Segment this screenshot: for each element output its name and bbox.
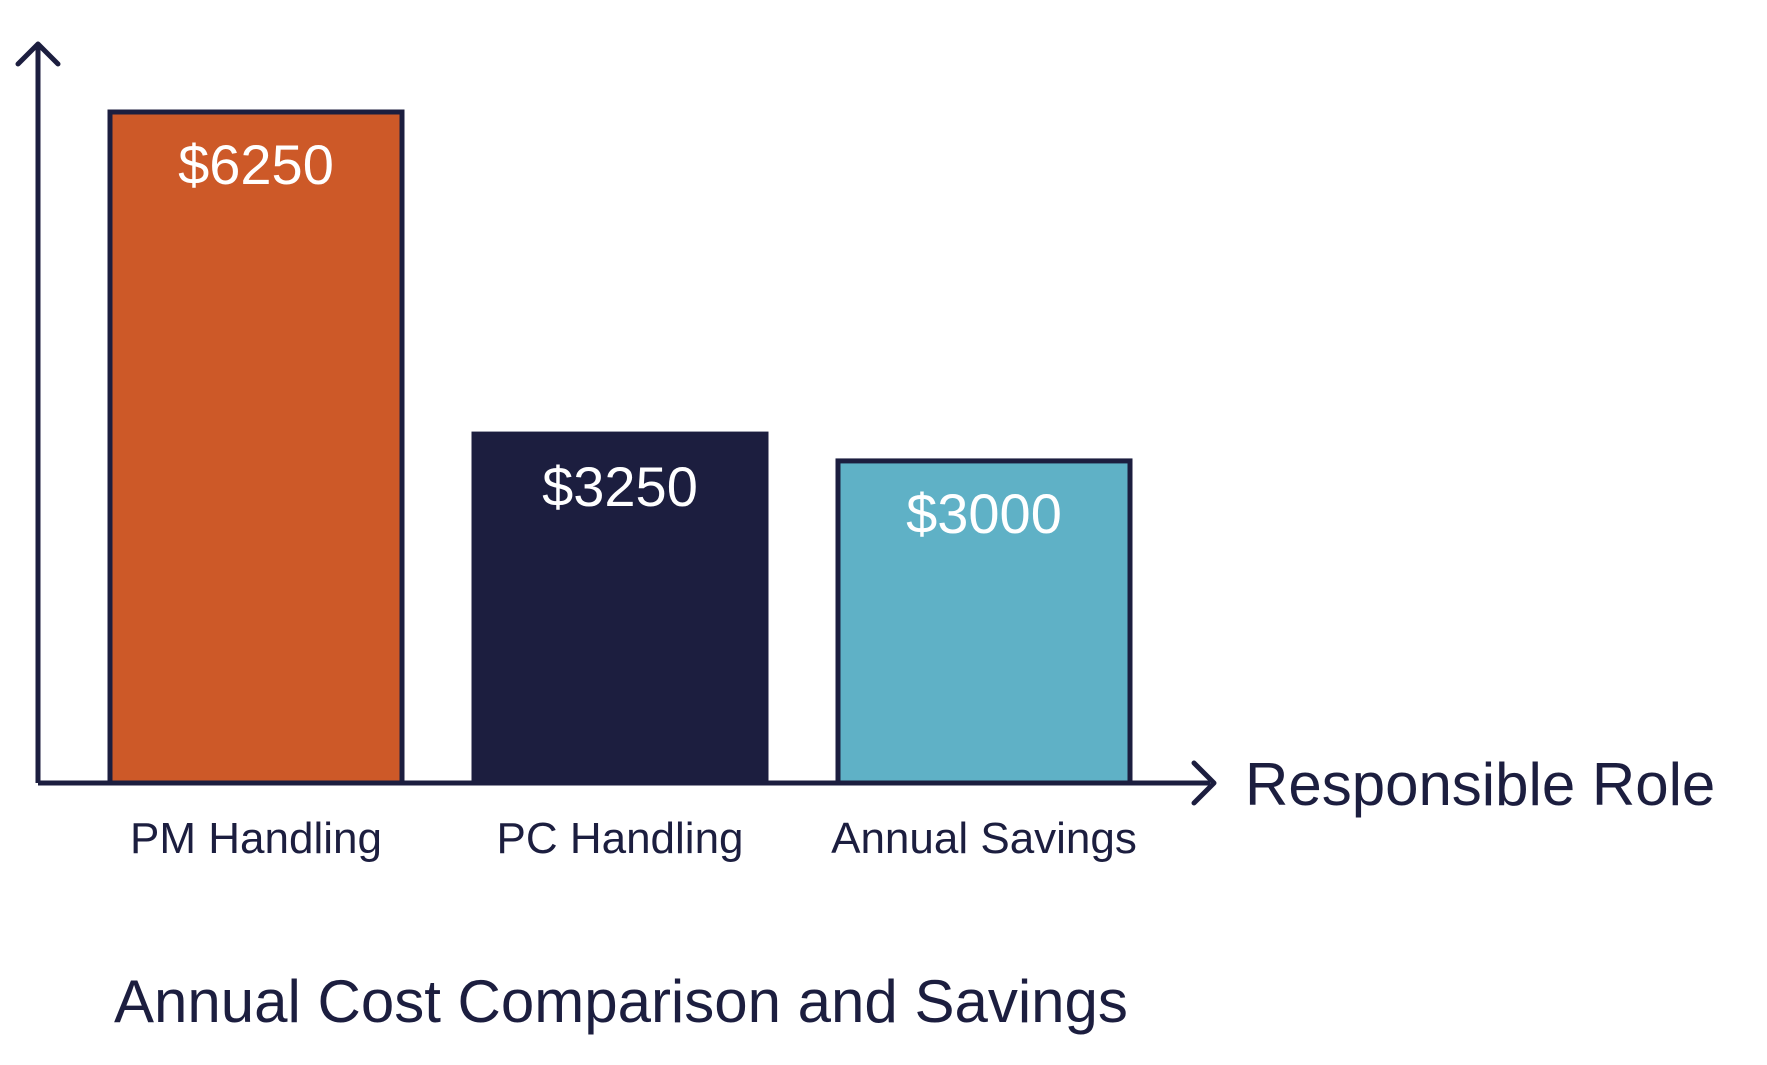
x-tick-label: PC Handling (496, 814, 743, 863)
bars-layer (107, 109, 1133, 786)
chart-title: Annual Cost Comparison and Savings (114, 968, 1128, 1035)
x-axis-arrowhead-icon (1191, 760, 1217, 806)
bar-annual-savings (835, 458, 1133, 786)
bar-value-label: $6250 (178, 133, 334, 196)
labels-layer: $6250 PM Handling $3250 PC Handling $3000 Ann… (130, 133, 1137, 863)
x-tick-label: Annual Savings (831, 814, 1137, 863)
bar-pm-handling (107, 109, 405, 786)
bar-value-label: $3250 (542, 455, 698, 518)
y-axis-arrowhead-icon (15, 41, 61, 67)
bar-value-label: $3000 (906, 482, 1062, 545)
x-tick-label: PM Handling (130, 814, 382, 863)
bar-pc-handling (471, 431, 769, 786)
axes-layer (15, 41, 1217, 806)
x-axis-label: Responsible Role (1245, 751, 1715, 818)
